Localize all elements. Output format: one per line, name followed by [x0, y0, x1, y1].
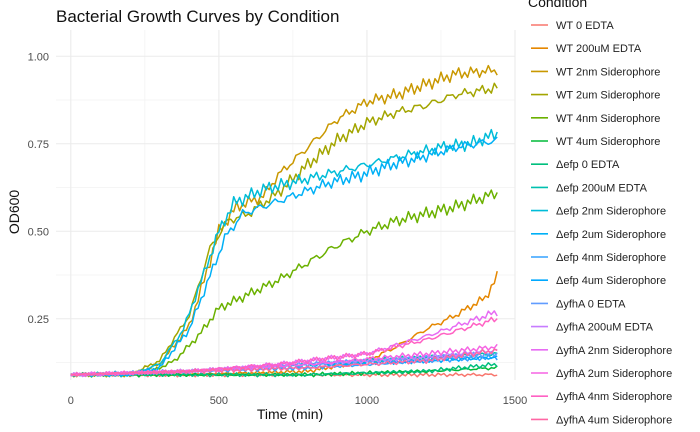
x-tick-label: 1500	[503, 395, 527, 407]
y-tick-label: 0.75	[28, 139, 49, 151]
series-line	[70, 64, 498, 377]
legend-label: Δefp 2nm Siderophore	[556, 206, 666, 218]
series-line	[70, 343, 498, 377]
legend-label: Δefp 4um Siderophore	[556, 275, 666, 287]
legend-label: Δefp 4nm Siderophore	[556, 252, 666, 264]
axis-ticks: 0 500 1000 1500 0.25 0.50 0.75 1.00	[28, 51, 528, 407]
y-tick-label: 0.25	[28, 314, 49, 326]
x-tick-label: 0	[68, 395, 74, 407]
legend-label: ΔyfhA 4um Siderophore	[556, 414, 672, 426]
series-line	[70, 82, 498, 378]
x-tick-label: 1000	[355, 395, 379, 407]
legend-label: WT 4um Siderophore	[556, 136, 660, 148]
series-line	[70, 348, 498, 377]
series-lines	[70, 64, 498, 378]
legend: WT 0 EDTA WT 200uM EDTA WT 2nm Siderophore…	[531, 20, 672, 426]
legend-label: ΔyfhA 0 EDTA	[556, 298, 626, 310]
grid	[56, 30, 516, 380]
series-line	[70, 128, 498, 378]
legend-label: WT 4nm Siderophore	[556, 113, 660, 125]
series-line	[70, 316, 498, 378]
legend-label: ΔyfhA 4nm Siderophore	[556, 391, 672, 403]
legend-label: ΔyfhA 2nm Siderophore	[556, 345, 672, 357]
legend-label: Δefp 200uM EDTA	[556, 182, 648, 194]
chart-title: Bacterial Growth Curves by Condition	[56, 7, 339, 26]
legend-label: WT 2um Siderophore	[556, 90, 660, 102]
legend-label: WT 200uM EDTA	[556, 43, 642, 55]
series-line	[70, 189, 498, 377]
y-tick-label: 0.50	[28, 226, 49, 238]
legend-title: Condition	[528, 0, 587, 10]
series-line	[70, 136, 498, 378]
legend-label: ΔyfhA 200uM EDTA	[556, 322, 654, 334]
x-axis-title: Time (min)	[257, 406, 323, 422]
legend-label: WT 0 EDTA	[556, 20, 614, 32]
y-axis-title: OD600	[6, 190, 22, 235]
legend-label: ΔyfhA 2um Siderophore	[556, 368, 672, 380]
legend-label: WT 2nm Siderophore	[556, 66, 660, 78]
legend-label: Δefp 0 EDTA	[556, 159, 620, 171]
y-tick-label: 1.00	[28, 51, 49, 63]
x-tick-label: 500	[210, 395, 228, 407]
legend-label: Δefp 2um Siderophore	[556, 229, 666, 241]
